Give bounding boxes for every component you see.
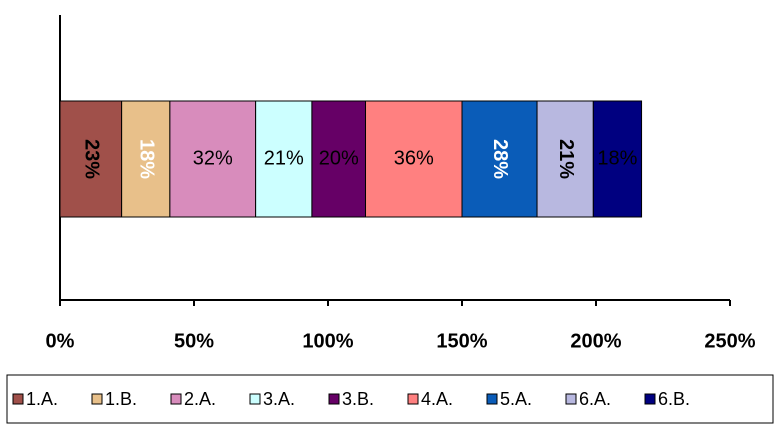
legend-marker — [644, 393, 656, 405]
legend-marker — [328, 393, 340, 405]
legend-marker — [565, 393, 577, 405]
bar-segment — [365, 100, 463, 218]
data-label: 21% — [555, 139, 577, 179]
bar-segment — [59, 100, 123, 218]
data-label: 36% — [394, 147, 434, 169]
legend-marker — [170, 393, 182, 405]
legend-label: 2.A. — [184, 389, 216, 409]
legend-label: 3.B. — [342, 389, 374, 409]
legend-marker — [249, 393, 261, 405]
legend-label: 6.B. — [658, 389, 690, 409]
legend-label: 3.A. — [263, 389, 295, 409]
x-tick-label: 0% — [46, 330, 75, 352]
legend-label: 6.A. — [579, 389, 611, 409]
legend-label: 5.A. — [500, 389, 532, 409]
legend-label: 1.A. — [26, 389, 58, 409]
legend-label: 1.B. — [105, 389, 137, 409]
data-label: 23% — [81, 139, 103, 179]
x-tick-label: 250% — [704, 330, 755, 352]
x-tick-label: 50% — [174, 330, 214, 352]
x-tick-label: 150% — [436, 330, 487, 352]
bar-segment — [461, 100, 538, 218]
x-tick-label: 100% — [302, 330, 353, 352]
bar-segment — [592, 100, 643, 218]
legend-marker — [486, 393, 498, 405]
legend-label: 4.A. — [421, 389, 453, 409]
data-label: 18% — [135, 139, 157, 179]
legend-marker — [91, 393, 103, 405]
bar-segment — [536, 100, 594, 218]
data-label: 32% — [193, 147, 233, 169]
x-tick-label: 200% — [570, 330, 621, 352]
data-label: 21% — [264, 147, 304, 169]
bar-segment — [311, 100, 367, 218]
legend-marker — [12, 393, 24, 405]
data-label: 20% — [319, 147, 359, 169]
legend-marker — [407, 393, 419, 405]
data-label: 28% — [489, 139, 511, 179]
data-label: 18% — [597, 147, 637, 169]
